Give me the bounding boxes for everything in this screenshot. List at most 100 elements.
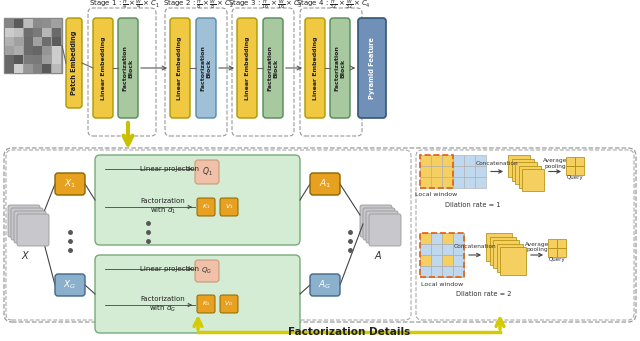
Bar [453,233,463,243]
Text: Linear projection: Linear projection [141,166,200,172]
Text: Pyramid Feature: Pyramid Feature [369,37,375,99]
Bar [431,177,442,188]
FancyBboxPatch shape [363,208,395,240]
Text: Stage 4 : $\frac{H}{32}\times\frac{W}{32}\times C_4$: Stage 4 : $\frac{H}{32}\times\frac{W}{32… [296,0,371,12]
Bar [42,19,51,28]
Bar [431,244,442,254]
Bar [51,64,61,73]
Bar [518,165,541,188]
Bar [14,64,23,73]
Bar [420,233,431,243]
Bar [420,255,431,266]
FancyBboxPatch shape [55,274,85,296]
Bar [475,155,486,165]
Bar [442,266,452,277]
FancyBboxPatch shape [8,205,40,237]
FancyBboxPatch shape [11,208,43,240]
Bar [51,28,61,36]
Bar [442,233,452,243]
Bar [431,266,442,277]
Bar [431,266,442,277]
Text: Concatenation: Concatenation [454,244,496,250]
Bar [453,266,463,277]
Text: $A_1$: $A_1$ [319,178,331,190]
FancyBboxPatch shape [197,198,215,216]
Text: $Q_1$: $Q_1$ [202,166,212,178]
FancyBboxPatch shape [95,155,300,245]
Bar [14,28,23,36]
Bar [420,177,431,188]
Bar [453,166,463,177]
Text: Linear projection: Linear projection [141,266,200,272]
Bar [14,37,23,45]
Bar [14,55,23,63]
Bar [442,177,452,188]
Text: $A$: $A$ [374,249,382,261]
Bar [51,46,61,55]
Bar [5,55,14,63]
Text: Patch Embedding: Patch Embedding [71,31,77,95]
Bar [442,255,452,266]
Bar [511,159,534,180]
Bar [420,266,431,277]
FancyBboxPatch shape [330,18,350,118]
Bar [431,166,442,177]
Text: $Q_G$: $Q_G$ [202,266,212,276]
FancyBboxPatch shape [366,211,398,243]
Text: Query: Query [566,175,583,179]
Text: Factorization
Block: Factorization Block [335,45,346,91]
Bar [453,244,463,254]
Bar [557,239,566,248]
Bar [4,18,62,73]
FancyBboxPatch shape [17,214,49,246]
Bar [508,155,530,177]
Bar [24,55,33,63]
Bar [493,240,519,268]
Bar [548,248,557,256]
Text: Linear Embedding: Linear Embedding [100,36,106,100]
Bar [453,255,463,266]
Bar [42,55,51,63]
Bar [5,46,14,55]
Bar [42,46,51,55]
Bar [51,55,61,63]
Bar [420,166,431,177]
Bar [453,177,463,188]
Bar [420,255,431,266]
Bar [431,255,442,266]
Bar [33,28,42,36]
Bar [24,64,33,73]
Bar [419,154,452,188]
Bar [566,166,575,175]
Bar [419,233,463,277]
Text: Dilation rate = 1: Dilation rate = 1 [445,202,500,208]
Bar [24,28,33,36]
Bar [51,19,61,28]
Bar [566,157,575,165]
FancyBboxPatch shape [95,255,300,333]
Bar [14,19,23,28]
Bar [431,233,442,243]
Text: Factorization Details: Factorization Details [288,327,410,337]
FancyBboxPatch shape [196,18,216,118]
Text: Local window: Local window [415,193,458,197]
Bar [453,233,463,243]
Bar [500,247,526,275]
Text: Dilation rate = 2: Dilation rate = 2 [456,291,512,297]
Bar [431,244,442,254]
Text: Factorization
with $d_G$: Factorization with $d_G$ [141,296,186,314]
Text: $X_G$: $X_G$ [63,279,77,291]
Bar [464,177,474,188]
FancyBboxPatch shape [66,18,82,108]
FancyBboxPatch shape [237,18,257,118]
Bar [420,266,431,277]
FancyBboxPatch shape [197,295,215,313]
Bar [442,244,452,254]
FancyBboxPatch shape [358,18,386,118]
FancyBboxPatch shape [170,18,190,118]
Bar [557,248,566,256]
Bar [453,155,463,165]
Bar [490,237,515,265]
Bar [575,157,584,165]
Bar [442,155,452,165]
